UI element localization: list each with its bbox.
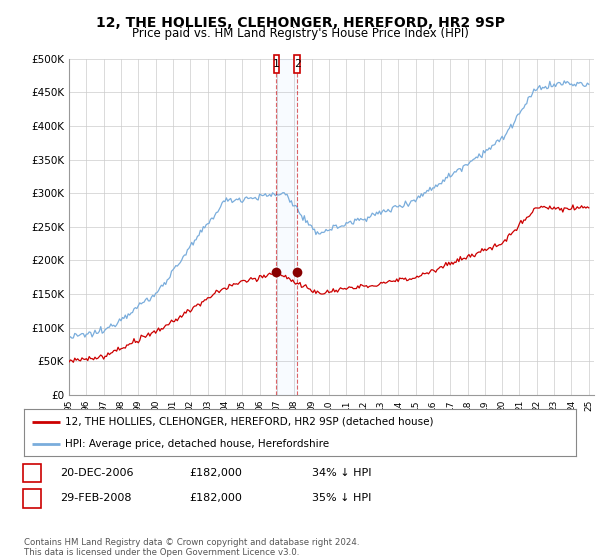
FancyBboxPatch shape (295, 55, 300, 73)
Text: 35% ↓ HPI: 35% ↓ HPI (312, 493, 371, 503)
Text: £182,000: £182,000 (189, 493, 242, 503)
Text: 29-FEB-2008: 29-FEB-2008 (60, 493, 131, 503)
FancyBboxPatch shape (274, 55, 279, 73)
Text: HPI: Average price, detached house, Herefordshire: HPI: Average price, detached house, Here… (65, 438, 329, 449)
Text: 2: 2 (28, 493, 35, 503)
Bar (277, 59, 297, 395)
Text: 12, THE HOLLIES, CLEHONGER, HEREFORD, HR2 9SP (detached house): 12, THE HOLLIES, CLEHONGER, HEREFORD, HR… (65, 417, 434, 427)
Text: Price paid vs. HM Land Registry's House Price Index (HPI): Price paid vs. HM Land Registry's House … (131, 27, 469, 40)
Text: £182,000: £182,000 (189, 468, 242, 478)
Text: 20-DEC-2006: 20-DEC-2006 (60, 468, 133, 478)
Text: 2: 2 (294, 59, 301, 69)
Text: 1: 1 (273, 59, 280, 69)
Text: 1: 1 (28, 468, 35, 478)
Text: 34% ↓ HPI: 34% ↓ HPI (312, 468, 371, 478)
Text: 12, THE HOLLIES, CLEHONGER, HEREFORD, HR2 9SP: 12, THE HOLLIES, CLEHONGER, HEREFORD, HR… (95, 16, 505, 30)
Text: Contains HM Land Registry data © Crown copyright and database right 2024.
This d: Contains HM Land Registry data © Crown c… (24, 538, 359, 557)
